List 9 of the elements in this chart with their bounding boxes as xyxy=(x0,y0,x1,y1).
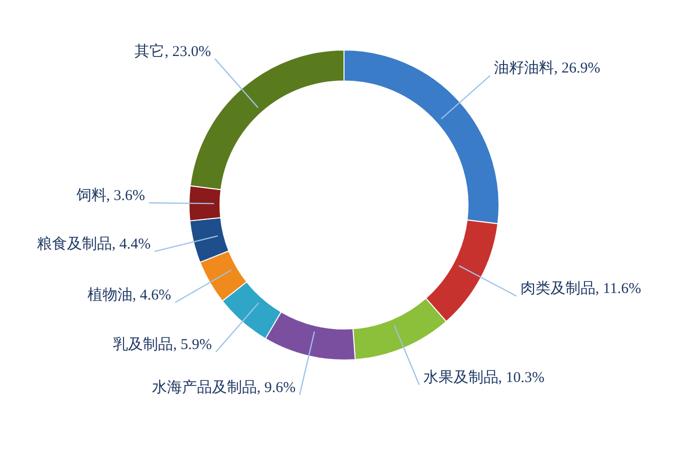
slice-label: 其它, 23.0% xyxy=(134,42,211,60)
slice-label: 水海产品及制品, 9.6% xyxy=(152,378,296,396)
slice-label: 水果及制品, 10.3% xyxy=(423,368,545,386)
slice-label: 油籽油料, 26.9% xyxy=(494,60,600,77)
slice-label: 乳及制品, 5.9% xyxy=(113,336,212,353)
slice-label: 植物油, 4.6% xyxy=(87,286,172,304)
slice-label: 饲料, 3.6% xyxy=(75,186,146,204)
slice-label: 粮食及制品, 4.4% xyxy=(36,235,151,252)
slice-label: 肉类及制品, 11.6% xyxy=(520,280,642,298)
